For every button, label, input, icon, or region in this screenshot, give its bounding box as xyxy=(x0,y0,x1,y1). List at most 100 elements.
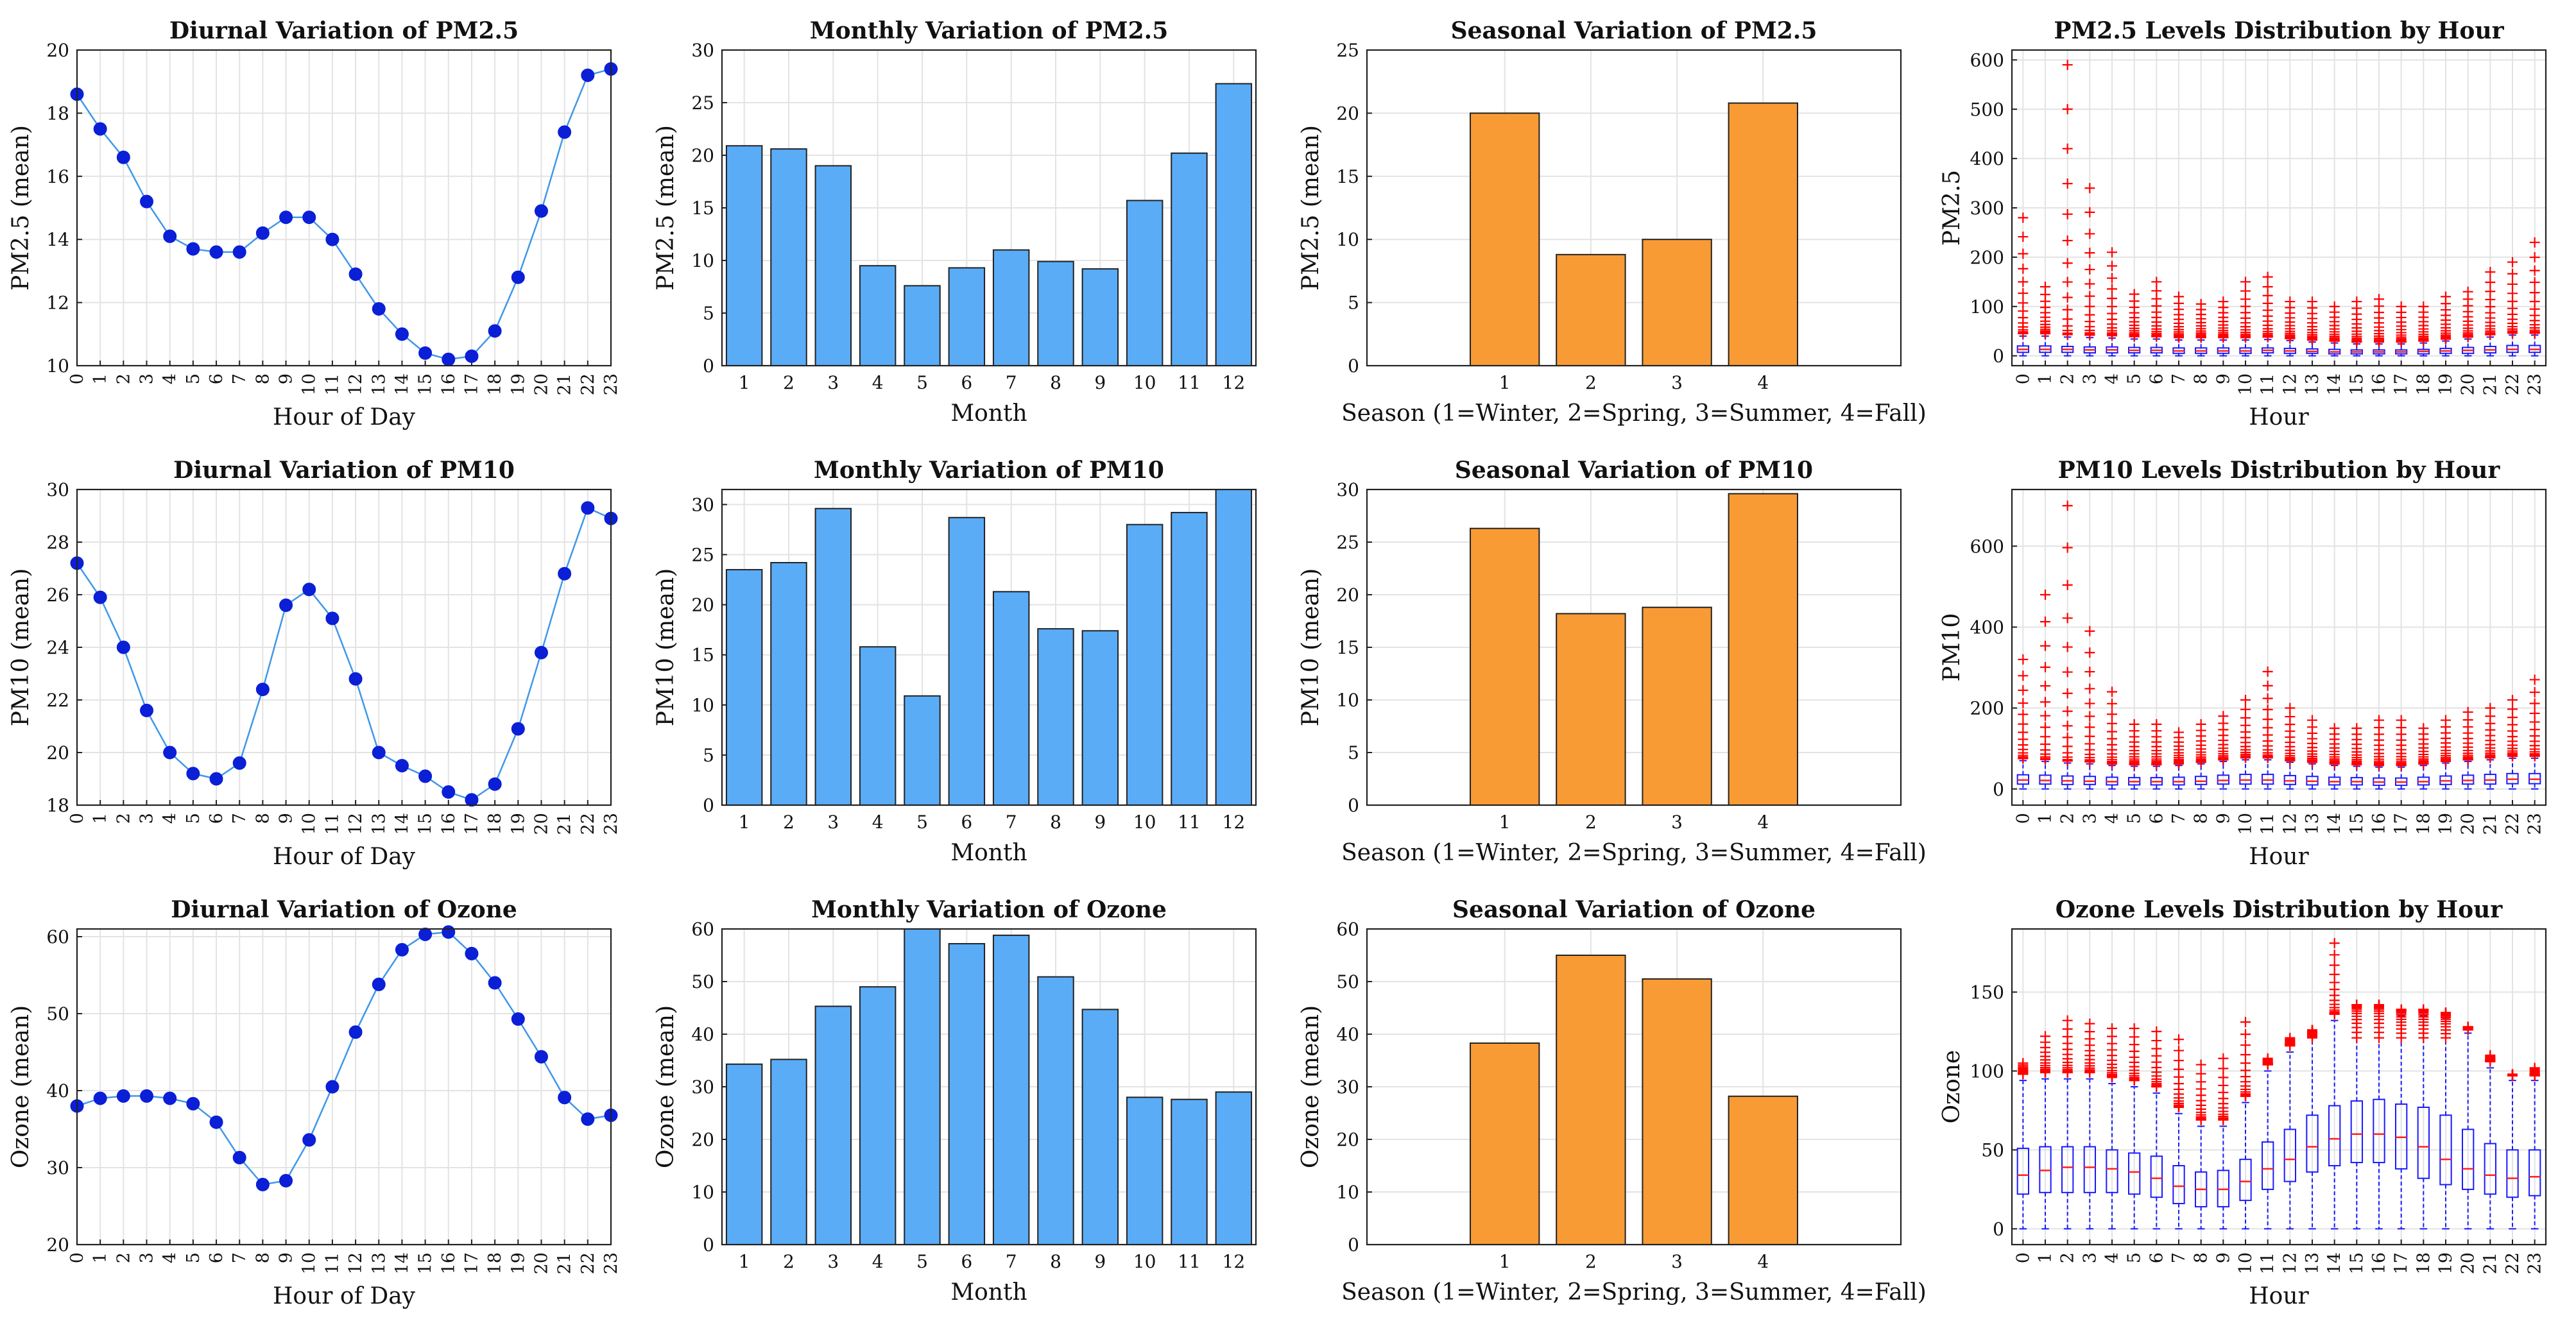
x-tick-label: 12 xyxy=(1223,372,1246,393)
x-tick-label: 11 xyxy=(323,1252,343,1274)
x-tick-label: 19 xyxy=(508,373,528,395)
outlier-marker xyxy=(2529,252,2540,263)
box xyxy=(2128,1152,2141,1195)
x-tick-label: 8 xyxy=(1050,1251,1061,1272)
x-tick-label: 11 xyxy=(2258,373,2278,395)
x-tick-label: 21 xyxy=(555,373,575,395)
outlier-marker xyxy=(2062,104,2073,115)
x-tick-label: 4 xyxy=(872,812,884,833)
x-axis-label: Season (1=Winter, 2=Spring, 3=Summer, 4=… xyxy=(1341,1279,1927,1306)
y-tick-label: 10 xyxy=(1336,1182,1359,1203)
x-axis-label: Hour of Day xyxy=(273,1283,416,1309)
outlier-marker xyxy=(2240,1029,2251,1040)
x-tick-label: 0 xyxy=(67,1252,87,1263)
y-tick-label: 25 xyxy=(1336,532,1359,553)
outlier-marker xyxy=(2329,969,2340,980)
y-tick-label: 40 xyxy=(1336,1024,1359,1045)
outlier-marker xyxy=(2062,579,2073,590)
y-tick-label: 16 xyxy=(46,166,69,187)
outlier-marker xyxy=(2062,542,2073,553)
outlier-marker xyxy=(2262,666,2273,677)
outlier-marker xyxy=(2218,1063,2229,1074)
outlier-marker xyxy=(2218,1072,2229,1083)
outlier-marker xyxy=(2507,704,2518,715)
y-tick-label: 100 xyxy=(1970,1060,2004,1082)
data-point xyxy=(558,566,572,581)
data-point xyxy=(418,769,433,783)
data-point xyxy=(302,210,316,225)
chart-title: Seasonal Variation of PM2.5 xyxy=(1451,17,1817,44)
x-tick-label: 23 xyxy=(601,373,621,395)
data-point xyxy=(581,68,595,82)
outlier-marker xyxy=(2018,232,2029,243)
x-tick-label: 13 xyxy=(2303,1252,2323,1274)
data-point xyxy=(325,611,339,626)
y-tick-label: 5 xyxy=(703,745,714,766)
x-tick-label: 9 xyxy=(277,373,296,384)
bar xyxy=(1642,606,1712,806)
x-tick-label: 4 xyxy=(2102,373,2122,384)
data-point xyxy=(395,759,409,772)
box xyxy=(2016,1147,2030,1195)
y-tick-label: 0 xyxy=(1993,779,2004,800)
x-tick-label: 3 xyxy=(1671,1251,1683,1272)
outlier-marker xyxy=(2174,1045,2184,1056)
y-tick-label: 50 xyxy=(1981,1139,2004,1161)
y-tick-label: 20 xyxy=(1336,103,1359,124)
outlier-marker xyxy=(2062,732,2073,743)
x-tick-label: 19 xyxy=(508,813,528,835)
x-tick-label: 2 xyxy=(1585,1251,1597,1272)
outlier-marker xyxy=(2351,1032,2362,1043)
outlier-marker xyxy=(2507,288,2518,299)
y-tick-label: 10 xyxy=(691,250,714,271)
x-tick-label: 21 xyxy=(555,813,575,835)
data-point xyxy=(534,204,548,218)
outlier-marker xyxy=(2151,1026,2162,1037)
x-tick-label: 2 xyxy=(2058,373,2078,384)
outlier-marker xyxy=(2084,207,2095,217)
x-tick-label: 13 xyxy=(369,1252,389,1274)
y-tick-label: 0 xyxy=(703,1234,714,1256)
y-tick-label: 14 xyxy=(46,229,69,250)
x-tick-label: 4 xyxy=(2102,813,2122,824)
outlier-marker xyxy=(2307,715,2317,726)
outlier-marker xyxy=(2018,248,2029,259)
outlier-marker xyxy=(2218,711,2229,722)
data-point xyxy=(442,785,456,799)
y-tick-label: 600 xyxy=(1970,49,2004,71)
outlier-marker xyxy=(2529,265,2540,276)
outlier-marker xyxy=(2084,278,2095,289)
axes-frame xyxy=(76,49,612,367)
x-tick-label: 23 xyxy=(601,813,621,835)
chart-seasonal-pm25: 0 5 10 15 20 25 1 2 3 4 Seasonal Variation of PM2.… xyxy=(1298,17,1927,427)
data-point xyxy=(488,976,502,990)
y-tick-label: 60 xyxy=(691,919,714,940)
outlier-marker xyxy=(2084,626,2095,636)
box xyxy=(2484,774,2497,785)
x-tick-label: 8 xyxy=(1050,812,1061,833)
x-tick-label: 23 xyxy=(2525,373,2545,395)
x-tick-label: 19 xyxy=(2436,813,2456,835)
data-point xyxy=(581,501,595,515)
bar xyxy=(725,568,763,806)
chart-title: Monthly Variation of PM10 xyxy=(814,457,1164,484)
bar xyxy=(859,986,897,1245)
data-point xyxy=(372,745,386,760)
x-tick-label: 17 xyxy=(462,813,482,835)
outlier-marker xyxy=(2374,294,2384,305)
x-tick-label: 6 xyxy=(2147,373,2167,384)
x-tick-label: 22 xyxy=(578,813,598,835)
data-point xyxy=(395,942,409,957)
bar xyxy=(1470,527,1540,806)
data-point xyxy=(418,927,433,941)
x-tick-label: 12 xyxy=(2280,373,2300,395)
outlier-marker xyxy=(2507,695,2518,705)
outlier-marker xyxy=(2529,277,2540,288)
x-tick-label: 14 xyxy=(392,813,412,835)
y-tick-label: 10 xyxy=(46,355,69,377)
x-tick-label: 7 xyxy=(1006,812,1017,833)
plot-area xyxy=(1367,50,1901,366)
x-axis-label: Month xyxy=(950,840,1027,866)
